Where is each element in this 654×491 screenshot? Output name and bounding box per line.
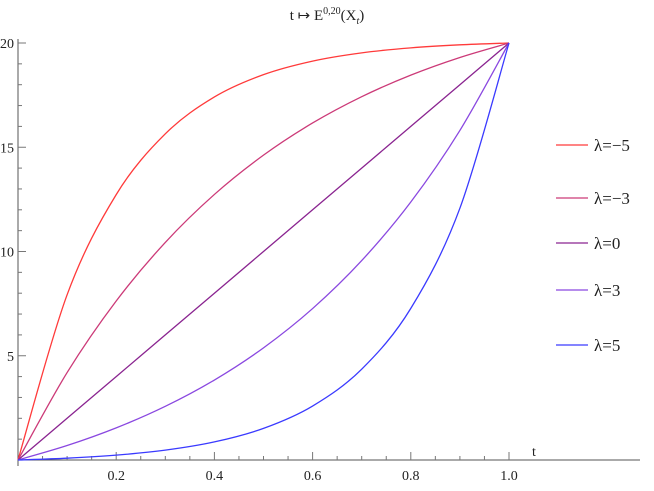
y-tick-label: 10 <box>0 246 14 261</box>
series-line <box>17 42 510 461</box>
legend-label: λ=3 <box>594 281 620 300</box>
x-axis-label: t <box>532 445 536 460</box>
series-line <box>17 42 510 461</box>
chart-title: t ↦ E0,20(Xt) <box>289 6 365 27</box>
legend-label: λ=5 <box>594 336 620 355</box>
legend-label: λ=−3 <box>594 189 630 208</box>
legend-label: λ=0 <box>594 234 620 253</box>
x-tick-label: 0.8 <box>402 469 420 484</box>
series-line <box>17 42 510 461</box>
x-tick-label: 1.0 <box>500 469 518 484</box>
legend-label: λ=−5 <box>594 136 630 155</box>
series-line <box>17 42 510 461</box>
y-tick-label: 5 <box>7 350 14 365</box>
y-tick-label: 20 <box>0 37 14 52</box>
x-tick-label: 0.6 <box>304 469 322 484</box>
series-line <box>17 42 510 461</box>
y-tick-label: 15 <box>0 141 14 156</box>
x-tick-label: 0.4 <box>206 469 224 484</box>
x-tick-label: 0.2 <box>107 469 125 484</box>
